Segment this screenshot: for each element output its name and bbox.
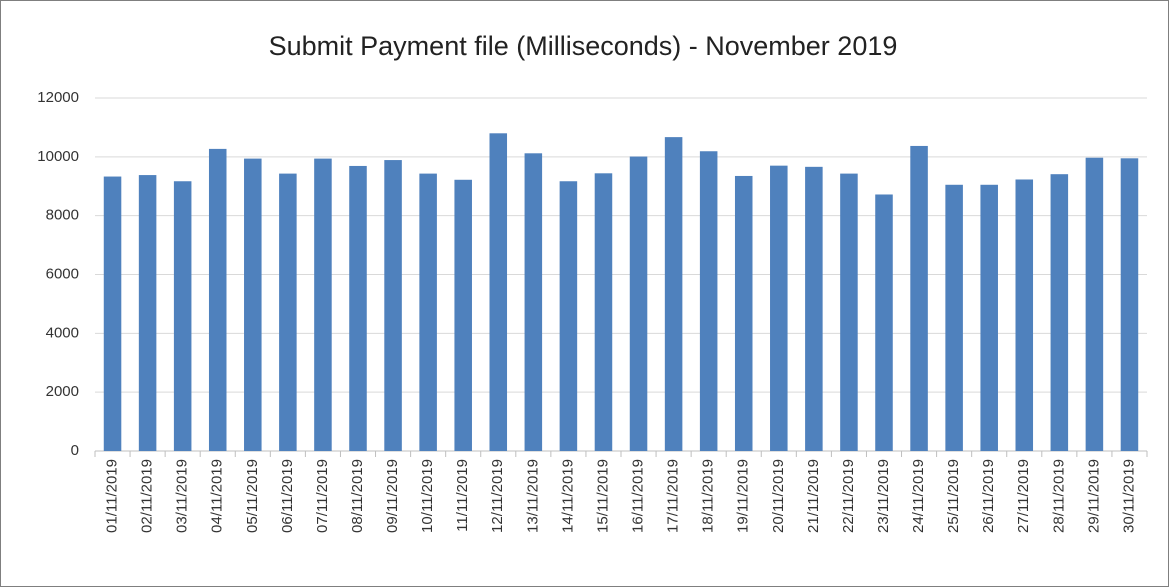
y-tick-label: 2000 <box>46 383 79 400</box>
bar <box>1015 179 1034 451</box>
x-tick-label: 08/11/2019 <box>349 459 366 533</box>
chart-title: Submit Payment file (Milliseconds) - Nov… <box>269 31 898 61</box>
x-tick-label: 21/11/2019 <box>805 459 822 533</box>
bar <box>805 166 823 451</box>
bar <box>1120 158 1139 451</box>
bar <box>559 181 578 452</box>
x-tick-label: 18/11/2019 <box>700 459 717 533</box>
x-tick-label: 15/11/2019 <box>594 459 611 533</box>
bar <box>770 165 788 452</box>
bar <box>173 181 192 452</box>
bar <box>279 173 297 451</box>
bar <box>945 184 963 451</box>
bar <box>664 137 683 452</box>
x-tick-label: 06/11/2019 <box>279 459 296 533</box>
bar <box>1050 174 1069 452</box>
bar <box>314 158 332 451</box>
bar <box>244 158 262 451</box>
bar <box>1085 157 1104 452</box>
x-tick-label: 28/11/2019 <box>1050 459 1067 533</box>
x-tick-label: 04/11/2019 <box>209 459 226 533</box>
bar <box>138 175 157 452</box>
x-tick-label: 03/11/2019 <box>174 459 191 533</box>
x-tick-label: 20/11/2019 <box>770 459 787 533</box>
bar <box>980 184 998 451</box>
y-tick-label: 4000 <box>46 324 79 341</box>
x-tick-label: 30/11/2019 <box>1120 459 1137 533</box>
bar <box>699 151 718 451</box>
x-tick-label: 17/11/2019 <box>665 459 682 533</box>
x-tick-label: 12/11/2019 <box>489 459 506 533</box>
x-tick-label: 26/11/2019 <box>980 459 997 533</box>
bar <box>910 145 928 452</box>
x-tick-label: 13/11/2019 <box>524 459 541 533</box>
bar <box>349 165 367 451</box>
bar <box>524 153 543 451</box>
x-tick-label: 14/11/2019 <box>559 459 576 533</box>
x-tick-label: 09/11/2019 <box>384 459 401 533</box>
x-tick-label: 11/11/2019 <box>454 459 471 532</box>
bar <box>629 156 648 451</box>
y-tick-label: 10000 <box>37 148 79 165</box>
x-tick-label: 25/11/2019 <box>945 459 962 533</box>
y-tick-label: 8000 <box>46 207 79 224</box>
x-tick-label: 29/11/2019 <box>1085 459 1102 533</box>
x-tick-label: 23/11/2019 <box>875 459 892 533</box>
x-tick-label: 01/11/2019 <box>104 459 121 533</box>
bar <box>734 175 753 451</box>
bar <box>454 179 472 452</box>
bar <box>594 173 613 451</box>
x-tick-label: 19/11/2019 <box>735 459 752 533</box>
x-tick-label: 07/11/2019 <box>314 459 331 533</box>
x-tick-label: 16/11/2019 <box>630 459 647 533</box>
x-tick-label: 24/11/2019 <box>910 459 927 533</box>
bar <box>840 173 858 451</box>
x-tick-label: 10/11/2019 <box>419 459 436 533</box>
y-tick-label: 0 <box>71 442 79 459</box>
bar <box>103 176 122 452</box>
bar <box>419 173 437 451</box>
x-tick-label: 27/11/2019 <box>1015 459 1032 533</box>
y-tick-label: 6000 <box>46 265 79 282</box>
x-tick-label: 05/11/2019 <box>244 459 261 533</box>
y-tick-label: 12000 <box>37 89 79 106</box>
bar <box>384 160 402 452</box>
x-tick-label: 22/11/2019 <box>840 459 857 533</box>
x-tick-label: 02/11/2019 <box>139 459 156 533</box>
bar <box>875 194 893 451</box>
bar <box>489 133 508 452</box>
bar <box>208 148 227 451</box>
